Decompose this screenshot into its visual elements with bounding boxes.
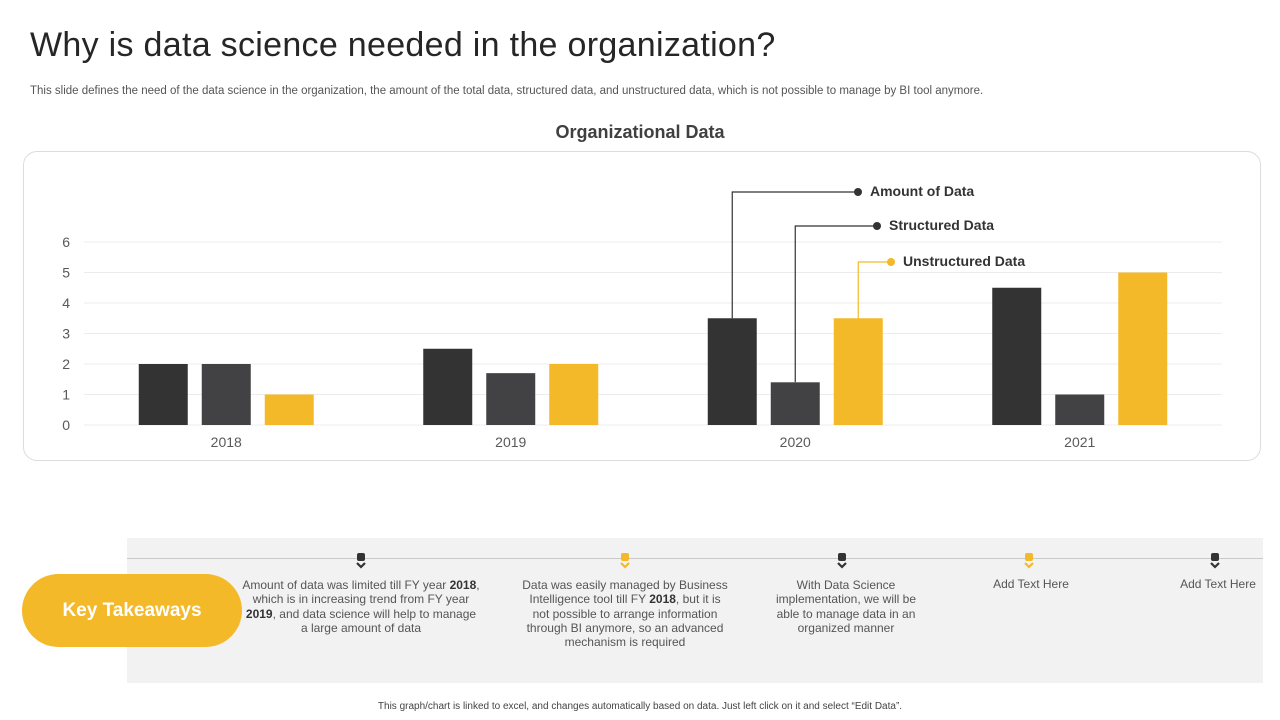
takeaway-text-part: Add Text Here <box>1180 577 1256 591</box>
marker-body <box>357 553 365 561</box>
legend-callout-line <box>794 225 877 383</box>
marker-body <box>838 553 846 561</box>
y-tick-label: 0 <box>62 417 70 433</box>
takeaway-text-part: 2018 <box>649 592 676 607</box>
bar <box>992 287 1042 425</box>
x-tick-label: 2021 <box>1064 434 1095 450</box>
marker-chevron <box>356 562 366 569</box>
takeaway-text-part: With Data Science implementation, we wil… <box>775 578 917 635</box>
y-tick-label: 2 <box>62 356 70 372</box>
takeaway-marker-5-icon <box>1210 553 1220 569</box>
takeaway-text-part: Data was easily managed by Business Inte… <box>522 578 728 607</box>
takeaway-marker-1-icon <box>356 553 366 569</box>
takeaway-text-part: Add Text Here <box>993 577 1069 591</box>
takeaway-text-part: Amount of data was limited till FY year <box>242 578 450 592</box>
marker-chevron <box>1024 562 1034 569</box>
bar <box>423 348 473 425</box>
bar <box>1118 272 1168 425</box>
x-tick-label: 2020 <box>780 434 811 450</box>
bar-chart: 0 1 2 3 4 5 6 2018 2019 2020 2021 Amount of Data Str… <box>62 183 1222 450</box>
bar <box>770 382 820 425</box>
page-subtitle: This slide defines the need of the data … <box>30 85 984 97</box>
chart-card: 0 1 2 3 4 5 6 2018 2019 2020 2021 Amount of Data Str… <box>23 151 1261 461</box>
bar <box>486 373 536 425</box>
takeaway-marker-3-icon <box>837 553 847 569</box>
y-tick-label: 6 <box>62 234 70 250</box>
takeaway-marker-2-icon <box>620 553 630 569</box>
bar <box>707 318 757 425</box>
marker-chevron <box>837 562 847 569</box>
takeaway-text-part: 2019 <box>245 606 273 621</box>
key-takeaways-pill: Key Takeaways <box>22 574 242 647</box>
marker-chevron <box>620 562 630 569</box>
takeaway-text-2: Data was easily managed by Business Inte… <box>520 578 730 649</box>
bar <box>833 318 883 425</box>
marker-body <box>1025 553 1033 561</box>
bar <box>138 364 188 425</box>
legend-callout-line <box>731 191 858 319</box>
legend-callout-dot <box>887 258 895 266</box>
bar <box>201 364 251 425</box>
bar <box>264 394 314 425</box>
takeaway-text-part: , which is in increasing trend from FY y… <box>252 578 480 607</box>
marker-chevron <box>1210 562 1220 569</box>
legend-callout-line <box>857 261 891 319</box>
y-tick-label: 1 <box>62 387 70 403</box>
bar <box>549 364 599 425</box>
takeaway-text-4: Add Text Here <box>966 577 1096 591</box>
takeaway-text-part: , but it is not possible to arrange info… <box>526 592 724 650</box>
legend-label: Structured Data <box>889 217 994 233</box>
y-tick-label: 3 <box>62 326 70 342</box>
takeaway-text-3: With Data Science implementation, we wil… <box>766 578 926 635</box>
legend-callout-dot <box>873 222 881 230</box>
y-tick-label: 5 <box>62 265 70 281</box>
footer-note: This graph/chart is linked to excel, and… <box>377 701 903 712</box>
marker-body <box>621 553 629 561</box>
takeaway-text-part: 2018 <box>449 578 477 592</box>
legend-label: Amount of Data <box>870 183 974 199</box>
y-tick-label: 4 <box>62 295 70 311</box>
legend-label: Unstructured Data <box>903 253 1025 269</box>
marker-body <box>1211 553 1219 561</box>
bar <box>1055 394 1105 425</box>
page-title: Why is data science needed in the organi… <box>30 26 776 64</box>
x-tick-label: 2018 <box>211 434 242 450</box>
takeaways-band <box>127 538 1263 683</box>
takeaway-text-1: Amount of data was limited till FY year … <box>241 578 481 635</box>
chart-title: Organizational Data <box>555 122 725 142</box>
takeaways-timeline <box>127 558 1263 559</box>
legend-callout-dot <box>854 188 862 196</box>
takeaway-text-5: Add Text Here <box>1159 577 1277 591</box>
takeaway-marker-4-icon <box>1024 553 1034 569</box>
x-tick-label: 2019 <box>495 434 526 450</box>
takeaway-text-part: , and data science will help to manage a… <box>272 606 477 635</box>
